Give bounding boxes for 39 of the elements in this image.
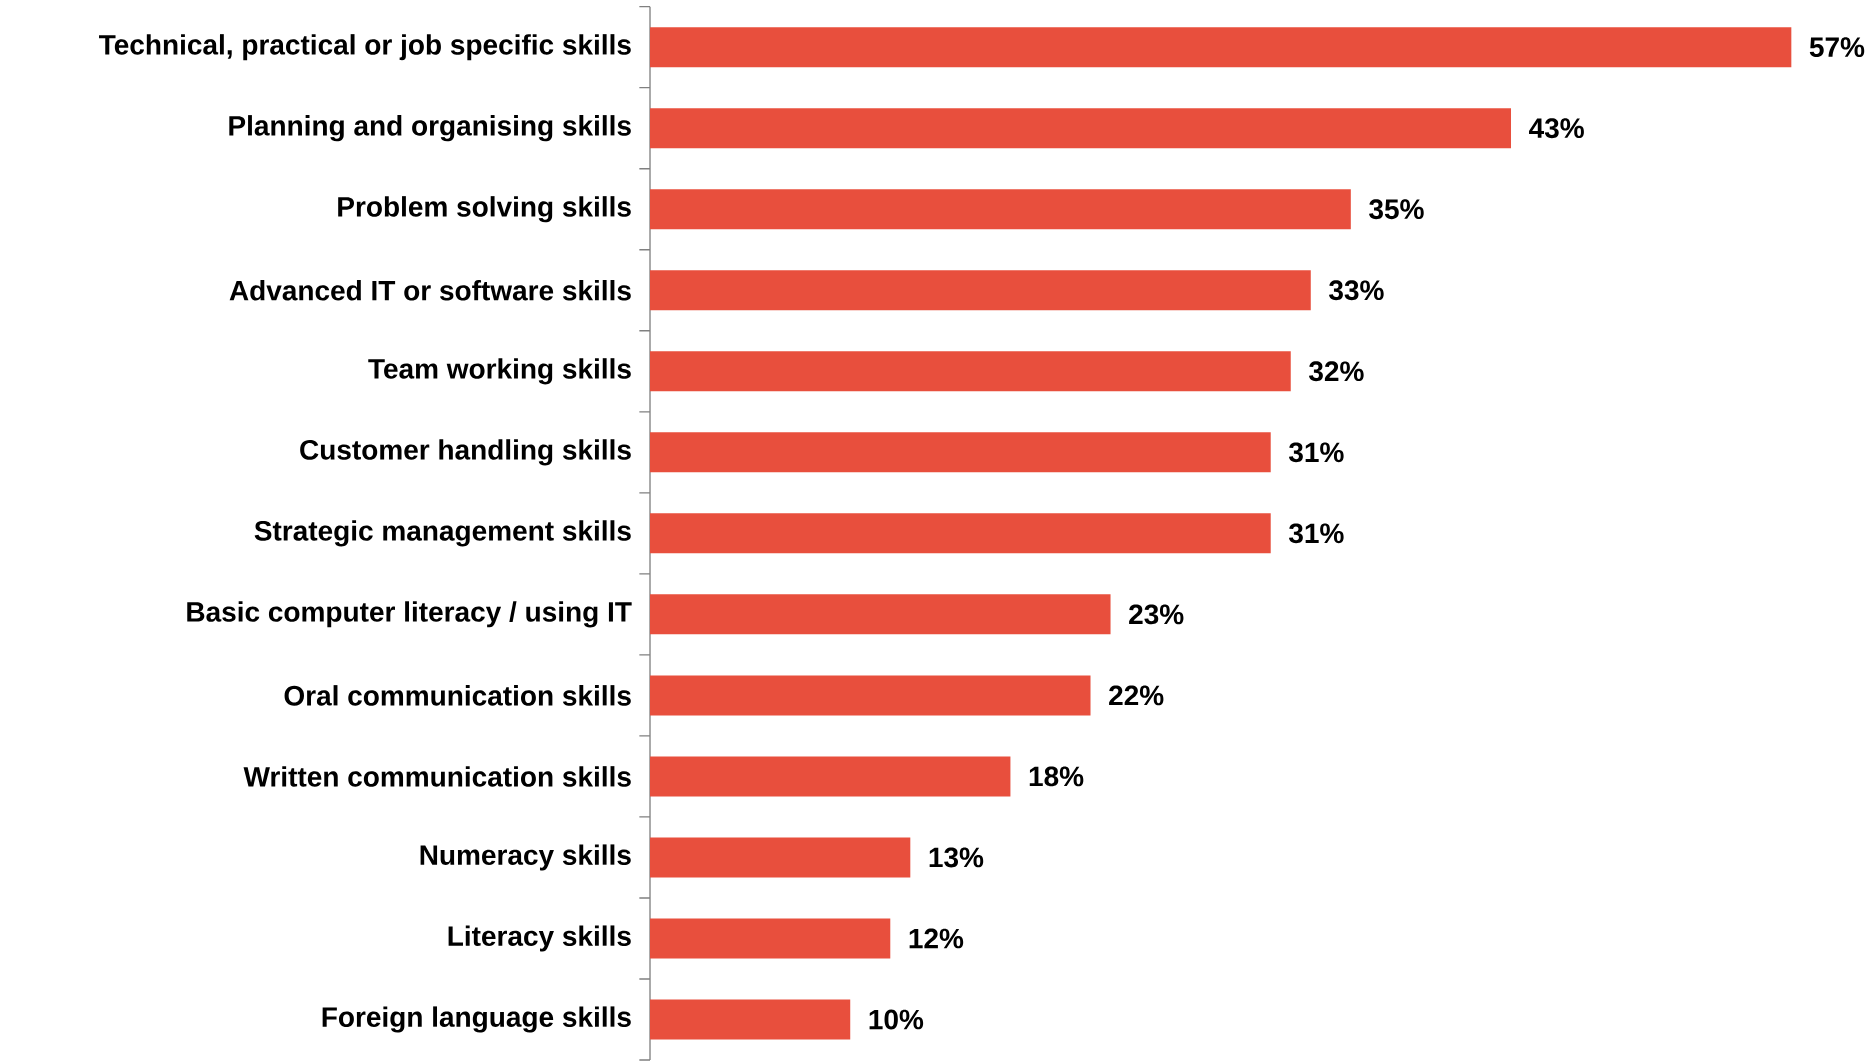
data-label: 33%: [1329, 280, 1384, 301]
data-label: 12%: [909, 928, 964, 949]
bar: [650, 675, 1091, 716]
y-tick-label: Customer handling skills: [300, 439, 631, 466]
data-label: 57%: [1809, 37, 1865, 58]
bar: [650, 594, 1111, 635]
y-tick-label: Strategic management skills: [254, 520, 631, 547]
data-label: 23%: [1129, 604, 1184, 625]
bar: [650, 513, 1271, 554]
y-tick-label: Planning and organising skills: [229, 115, 631, 142]
y-tick-label: Problem solving skills: [338, 196, 631, 223]
data-label: 43%: [1529, 118, 1584, 139]
y-tick-label: Written communication skills: [243, 766, 631, 787]
bar: [650, 108, 1512, 149]
bar: [650, 756, 1011, 797]
data-label: 10%: [869, 1009, 924, 1030]
data-label: 32%: [1309, 361, 1364, 382]
data-label: 31%: [1288, 442, 1344, 463]
data-label: 13%: [929, 847, 984, 868]
data-label: 22%: [1109, 685, 1164, 706]
bar: [650, 351, 1291, 392]
bar: [650, 270, 1311, 311]
bar: [650, 27, 1792, 68]
bar: [650, 918, 891, 959]
y-tick-label: Oral communication skills: [284, 685, 631, 706]
data-label: 35%: [1369, 199, 1424, 220]
data-label: 31%: [1288, 523, 1344, 544]
y-tick-label: Foreign language skills: [322, 1006, 631, 1033]
y-tick-label: Literacy skills: [448, 925, 631, 952]
y-tick-label: Team working skills: [368, 358, 631, 385]
bar: [650, 189, 1351, 230]
data-label: 18%: [1029, 766, 1084, 787]
bar: [650, 999, 851, 1040]
bar: [650, 432, 1271, 473]
y-tick-label: Numeracy skills: [420, 844, 631, 871]
y-tick-label: Technical, practical or job specific skills: [99, 34, 631, 61]
y-tick-label: Advanced IT or software skills: [229, 279, 631, 301]
bar: [650, 837, 911, 878]
y-tick-label: Basic computer literacy / using IT: [187, 601, 632, 628]
